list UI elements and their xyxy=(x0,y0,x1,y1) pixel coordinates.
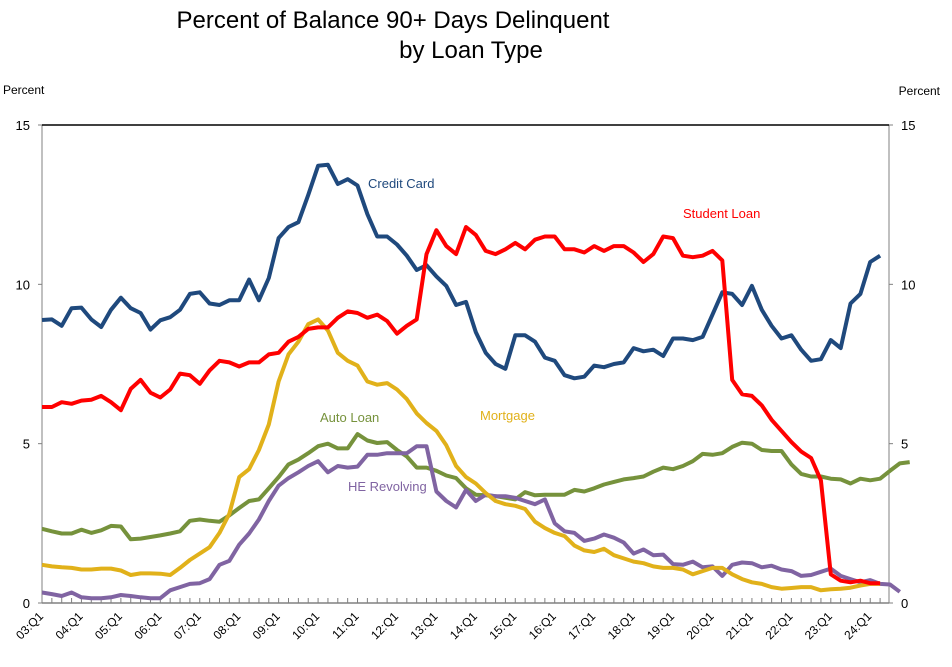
y-tick-label-left: 10 xyxy=(16,277,30,292)
chart-title: Percent of Balance 90+ Days Delinquent xyxy=(177,7,610,34)
series-line-mortgage xyxy=(41,317,881,593)
x-tick-label: 23:Q1 xyxy=(802,609,835,642)
x-tick-label: 05:Q1 xyxy=(92,609,125,642)
series-lines xyxy=(41,162,910,601)
x-tick-label: 13:Q1 xyxy=(407,609,440,642)
y-ticks: 0 0 5 5 10 10 15 15 xyxy=(16,118,916,611)
x-tick-label: 06:Q1 xyxy=(131,609,164,642)
axes xyxy=(41,124,890,604)
x-tick-label: 19:Q1 xyxy=(644,609,677,642)
x-tick-label: 10:Q1 xyxy=(289,609,322,642)
x-tick-label: 04:Q1 xyxy=(53,609,86,642)
series-line-credit-card xyxy=(41,162,882,381)
x-tick-label: 03:Q1 xyxy=(13,609,46,642)
x-tick-label: 21:Q1 xyxy=(723,609,756,642)
series-line-student-loan xyxy=(42,225,881,586)
y-tick-label-left: 5 xyxy=(23,437,30,452)
y-tick-label-right: 5 xyxy=(901,437,908,452)
y-tick-label-left: 15 xyxy=(16,118,30,133)
x-tick-label: 09:Q1 xyxy=(250,609,283,642)
y-axis-label-left: Percent xyxy=(3,83,45,97)
series-line-he-revolving xyxy=(41,444,901,601)
y-tick-label-right: 15 xyxy=(901,118,915,133)
series-label-credit-card: Credit Card xyxy=(368,176,434,191)
y-tick-label-right: 10 xyxy=(901,277,915,292)
x-tick-label: 17:Q1 xyxy=(565,609,598,642)
y-tick-label-left: 0 xyxy=(23,596,30,611)
x-tick-label: 16:Q1 xyxy=(526,609,559,642)
series-label-auto-loan: Auto Loan xyxy=(320,410,379,425)
y-axis-label-right: Percent xyxy=(899,84,941,98)
x-tick-label: 08:Q1 xyxy=(210,609,243,642)
x-tick-label: 18:Q1 xyxy=(605,609,638,642)
y-tick-label-right: 0 xyxy=(901,596,908,611)
x-tick-label: 24:Q1 xyxy=(841,609,874,642)
series-line-auto-loan xyxy=(41,432,910,542)
series-label-he-revolving: HE Revolving xyxy=(348,479,427,494)
x-tick-label: 20:Q1 xyxy=(684,609,717,642)
series-label-mortgage: Mortgage xyxy=(480,408,535,423)
series-label-student-loan: Student Loan xyxy=(683,206,760,221)
x-tick-label: 22:Q1 xyxy=(762,609,795,642)
chart-subtitle: by Loan Type xyxy=(399,37,543,64)
x-ticks: 03:Q1 04:Q1 05:Q1 06:Q1 07:Q1 08:Q1 09:Q1 10:Q1… xyxy=(13,598,881,642)
x-tick-label: 11:Q1 xyxy=(329,609,362,642)
x-tick-label: 15:Q1 xyxy=(486,609,519,642)
x-tick-label: 14:Q1 xyxy=(447,609,480,642)
x-tick-label: 07:Q1 xyxy=(171,609,204,642)
x-tick-label: 12:Q1 xyxy=(368,609,401,642)
